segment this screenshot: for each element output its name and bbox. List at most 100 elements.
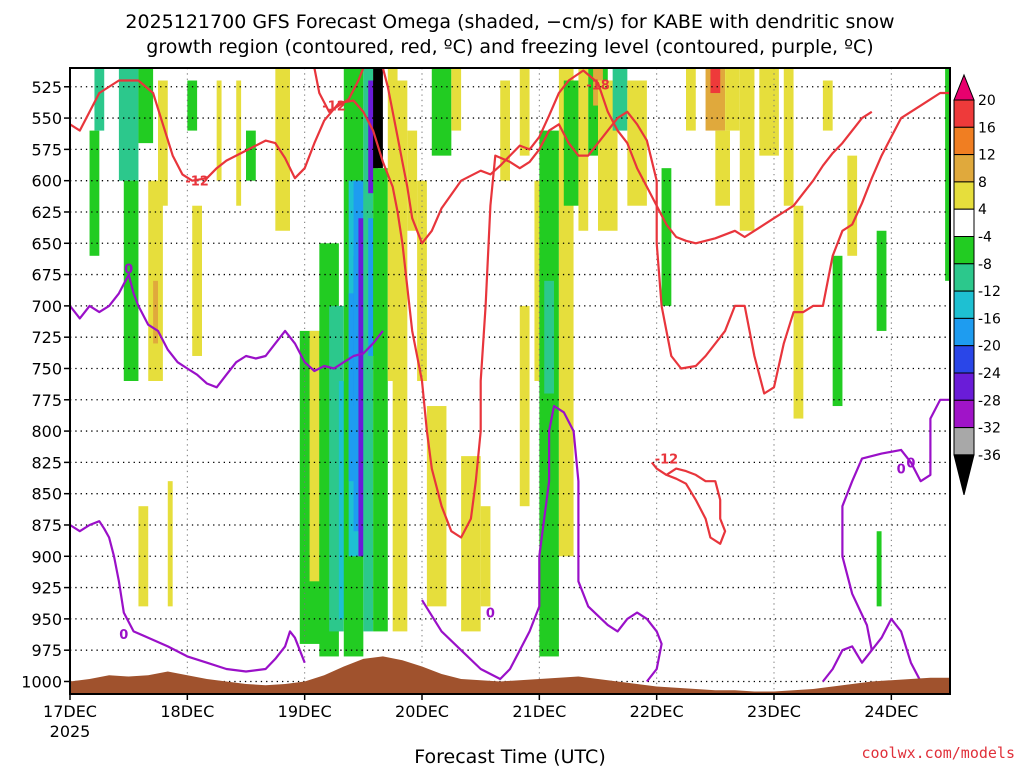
contour-label: -12 bbox=[655, 453, 679, 468]
omega-cell bbox=[578, 68, 589, 231]
omega-cell bbox=[138, 68, 154, 144]
y-tick-label: 825 bbox=[31, 453, 62, 472]
colorbar-bin bbox=[953, 290, 975, 319]
contour-line bbox=[70, 520, 306, 673]
x-tick-label: 22DEC bbox=[630, 702, 684, 721]
omega-cell bbox=[519, 68, 530, 156]
omega-cell bbox=[544, 280, 554, 394]
contour-label: -12 bbox=[185, 175, 209, 190]
omega-cell bbox=[500, 80, 510, 181]
y-tick-label: 800 bbox=[31, 422, 62, 441]
contour-line bbox=[841, 398, 950, 651]
omega-cell bbox=[847, 155, 858, 256]
omega-cell bbox=[426, 406, 447, 607]
contour-label: -12 bbox=[322, 100, 346, 115]
colorbar-label: -36 bbox=[978, 448, 1001, 464]
omega-cell bbox=[783, 68, 794, 206]
omega-cell bbox=[715, 130, 730, 206]
omega-cell bbox=[876, 531, 882, 607]
omega-cell bbox=[138, 506, 149, 607]
chart-title-line2: growth region (contoured, red, ºC) and f… bbox=[146, 36, 873, 58]
colorbar-arrow-top bbox=[953, 73, 975, 101]
colorbar-bin bbox=[953, 181, 975, 210]
colorbar-bin bbox=[953, 427, 975, 456]
omega-cell bbox=[94, 68, 105, 131]
colorbar-label: -12 bbox=[978, 284, 1001, 300]
colorbar-label: 4 bbox=[978, 202, 987, 218]
omega-cell bbox=[822, 80, 833, 131]
colorbar-bin bbox=[953, 345, 975, 374]
omega-cell bbox=[461, 456, 481, 632]
contour-label: 0 bbox=[119, 628, 128, 643]
colorbar-label: -4 bbox=[978, 230, 992, 246]
x-tick-label: 20DEC bbox=[395, 702, 449, 721]
colorbar-bin bbox=[953, 372, 975, 401]
omega-cell bbox=[407, 130, 418, 231]
contour-line bbox=[822, 617, 922, 683]
contour-line bbox=[381, 68, 873, 245]
contour-label: 0 bbox=[124, 262, 133, 277]
omega-cell bbox=[686, 68, 696, 131]
contour-line bbox=[421, 404, 663, 683]
omega-cell bbox=[216, 80, 222, 181]
omega-cell bbox=[739, 68, 755, 231]
omega-cell bbox=[158, 80, 168, 206]
y-tick-label: 900 bbox=[31, 547, 62, 566]
colorbar-label: -20 bbox=[978, 339, 1001, 355]
omega-cell bbox=[661, 168, 672, 306]
y-tick-label: 1000 bbox=[21, 672, 62, 691]
colorbar-label: 8 bbox=[978, 175, 987, 191]
y-tick-label: 650 bbox=[31, 234, 62, 253]
omega-cell bbox=[89, 130, 100, 256]
omega-cell bbox=[431, 68, 452, 156]
colorbar-label: -24 bbox=[978, 366, 1001, 382]
omega-cell bbox=[832, 255, 843, 407]
x-tick-label: 21DEC bbox=[512, 702, 566, 721]
y-tick-label: 775 bbox=[31, 391, 62, 410]
colorbar-bin bbox=[953, 126, 975, 156]
colorbar: 20 16 12 8 4 -4 -8 -12 -16 -20 -24 -28 -32 -36 bbox=[953, 73, 1001, 496]
omega-cell bbox=[480, 506, 491, 607]
colorbar-label: -16 bbox=[978, 311, 1001, 327]
y-tick-label: 550 bbox=[31, 109, 62, 128]
omega-cell bbox=[710, 68, 721, 94]
x-tick-label: 17DEC bbox=[43, 702, 97, 721]
y-tick-label: 700 bbox=[31, 297, 62, 316]
y-axis: 525 550 575 600 625 650 675 700 725 750 775 800 825 8… bbox=[21, 78, 70, 691]
colorbar-bin bbox=[953, 263, 975, 292]
omega-cell bbox=[392, 80, 408, 632]
omega-cell bbox=[167, 481, 173, 607]
colorbar-bin bbox=[953, 208, 975, 237]
y-tick-label: 600 bbox=[31, 172, 62, 191]
y-tick-label: 525 bbox=[31, 78, 62, 97]
colorbar-label: 16 bbox=[978, 120, 996, 136]
chart-title-line1: 2025121700 GFS Forecast Omega (shaded, −… bbox=[125, 11, 894, 33]
omega-cell bbox=[118, 68, 139, 181]
terrain-area bbox=[70, 656, 950, 694]
plot-frame bbox=[69, 67, 951, 695]
y-tick-label: 875 bbox=[31, 516, 62, 535]
x-tick-label: 18DEC bbox=[160, 702, 214, 721]
omega-cell bbox=[539, 130, 559, 657]
colorbar-arrow-bottom bbox=[953, 454, 975, 496]
credit-text: coolwx.com/models bbox=[861, 744, 1015, 762]
x-tick-sublabel: 2025 bbox=[50, 722, 91, 741]
omega-cell bbox=[358, 218, 364, 557]
y-tick-label: 725 bbox=[31, 328, 62, 347]
omega-cell bbox=[246, 130, 256, 181]
omega-cell bbox=[373, 168, 388, 632]
x-tick-label: 24DEC bbox=[864, 702, 918, 721]
y-tick-label: 925 bbox=[31, 579, 62, 598]
omega-shading bbox=[89, 68, 950, 657]
colorbar-label: 12 bbox=[978, 148, 996, 164]
colorbar-bin bbox=[953, 399, 975, 429]
omega-cell bbox=[192, 205, 202, 356]
x-tick-label: 19DEC bbox=[278, 702, 332, 721]
omega-cell bbox=[451, 68, 462, 131]
contour-line bbox=[70, 273, 384, 389]
y-tick-label: 850 bbox=[31, 485, 62, 504]
contour-label: -18 bbox=[586, 78, 610, 93]
y-tick-label: 575 bbox=[31, 140, 62, 159]
colorbar-label: -8 bbox=[978, 257, 992, 273]
